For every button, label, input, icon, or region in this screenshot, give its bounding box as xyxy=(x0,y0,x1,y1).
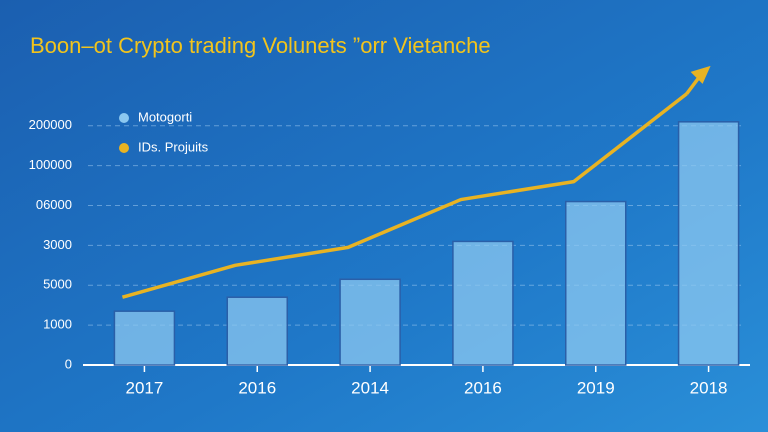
bar xyxy=(226,296,288,366)
y-tick-label: 06000 xyxy=(36,197,72,212)
y-tick-label: 0 xyxy=(65,356,72,371)
legend-marker xyxy=(119,113,129,123)
y-tick-label: 3000 xyxy=(43,237,72,252)
x-tick-label: 2017 xyxy=(126,378,164,397)
x-tick-label: 2014 xyxy=(351,378,389,397)
bar xyxy=(452,240,514,366)
line xyxy=(121,92,688,299)
x-tick-label: 2019 xyxy=(577,378,615,397)
arrow-shaft xyxy=(685,68,706,95)
y-tick-label: 5000 xyxy=(43,277,72,292)
y-tick-label: 1000 xyxy=(43,317,72,332)
x-tick-label: 2016 xyxy=(464,378,502,397)
bar xyxy=(677,121,740,366)
y-tick-label: 200000 xyxy=(29,117,72,132)
bar xyxy=(565,200,627,366)
legend-marker xyxy=(119,143,129,153)
chart-title: Boon–ot Crypto trading Volunets ”orr Vie… xyxy=(30,33,491,58)
bar xyxy=(113,310,176,366)
x-tick-label: 2018 xyxy=(690,378,728,397)
legend-label: Motogorti xyxy=(138,109,192,124)
legend-label: IDs. Projuits xyxy=(138,139,209,154)
bar xyxy=(339,278,401,366)
y-tick-label: 100000 xyxy=(29,157,72,172)
x-tick-label: 2016 xyxy=(238,378,276,397)
